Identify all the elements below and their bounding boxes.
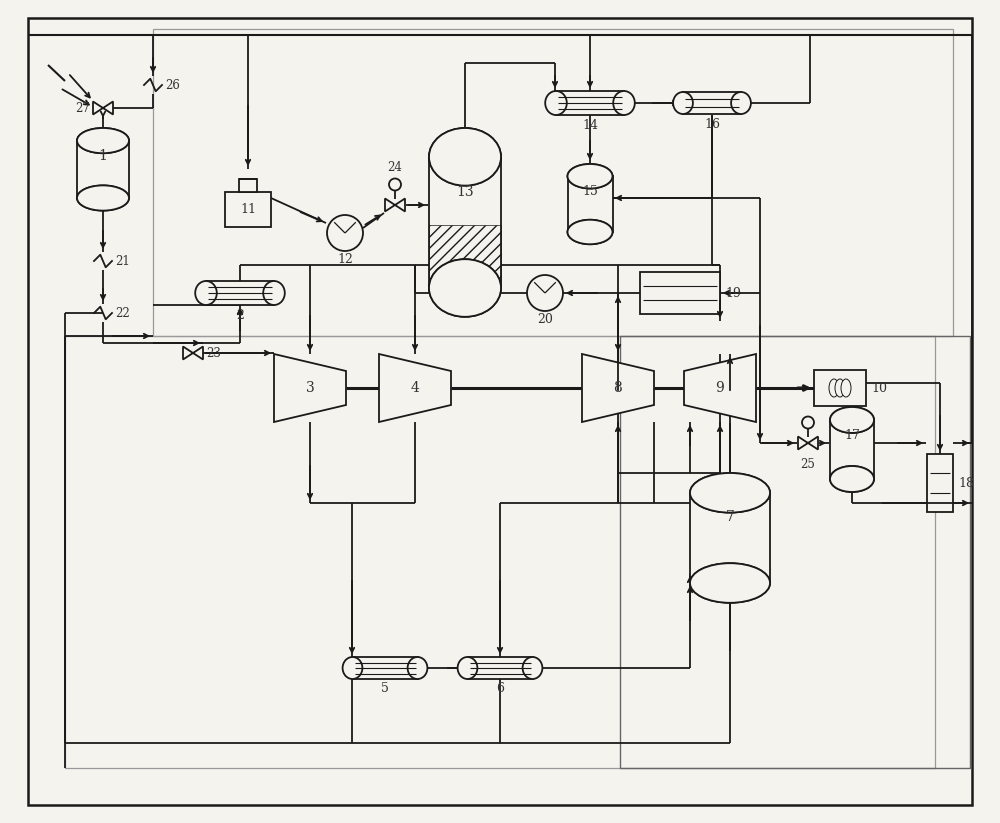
Text: 13: 13: [456, 185, 474, 199]
Text: 26: 26: [165, 78, 180, 91]
Bar: [206, 281, 274, 305]
Polygon shape: [385, 198, 405, 212]
Bar: [620, 336, 970, 768]
Ellipse shape: [830, 466, 874, 492]
Text: 10: 10: [871, 382, 887, 394]
Ellipse shape: [77, 185, 129, 211]
Polygon shape: [93, 101, 113, 114]
Text: 22: 22: [115, 306, 130, 319]
Polygon shape: [798, 436, 818, 449]
Bar: [830, 420, 874, 479]
Ellipse shape: [568, 220, 612, 244]
Text: 24: 24: [388, 160, 402, 174]
Text: 27: 27: [75, 101, 90, 114]
Ellipse shape: [545, 91, 567, 115]
Ellipse shape: [343, 657, 362, 679]
Text: 7: 7: [726, 510, 734, 524]
Text: 2: 2: [236, 309, 244, 322]
Ellipse shape: [690, 563, 770, 602]
Text: 15: 15: [582, 184, 598, 198]
Circle shape: [327, 215, 363, 251]
Ellipse shape: [429, 128, 501, 186]
Bar: [352, 657, 418, 679]
Ellipse shape: [77, 185, 129, 211]
Ellipse shape: [429, 128, 501, 186]
Text: 16: 16: [704, 118, 720, 131]
Bar: [468, 657, 532, 679]
Text: 20: 20: [537, 313, 553, 326]
Ellipse shape: [690, 473, 770, 513]
Bar: [640, 272, 720, 314]
Text: 9: 9: [716, 381, 724, 395]
Text: 11: 11: [240, 203, 256, 216]
Ellipse shape: [841, 379, 851, 397]
Bar: [77, 141, 129, 198]
Polygon shape: [274, 354, 346, 422]
Bar: [65, 336, 935, 768]
Ellipse shape: [408, 657, 427, 679]
Text: 17: 17: [844, 430, 860, 442]
Bar: [429, 225, 501, 288]
Ellipse shape: [77, 128, 129, 153]
Ellipse shape: [731, 92, 751, 114]
Polygon shape: [183, 346, 203, 360]
Circle shape: [527, 275, 563, 311]
Ellipse shape: [690, 563, 770, 602]
Ellipse shape: [830, 407, 874, 433]
Ellipse shape: [429, 259, 501, 317]
Ellipse shape: [77, 128, 129, 153]
Ellipse shape: [263, 281, 285, 305]
Ellipse shape: [829, 379, 839, 397]
Bar: [239, 179, 257, 193]
Ellipse shape: [690, 473, 770, 513]
Ellipse shape: [195, 281, 217, 305]
Bar: [568, 176, 612, 232]
Ellipse shape: [523, 657, 542, 679]
Text: 1: 1: [99, 149, 107, 163]
Bar: [927, 454, 953, 512]
Ellipse shape: [458, 657, 477, 679]
Text: 4: 4: [411, 381, 419, 395]
Ellipse shape: [613, 91, 635, 115]
Text: 23: 23: [206, 346, 221, 360]
Ellipse shape: [429, 259, 501, 317]
Circle shape: [389, 179, 401, 190]
Bar: [556, 91, 624, 115]
Bar: [429, 157, 501, 288]
Text: 12: 12: [337, 253, 353, 266]
Text: 25: 25: [801, 458, 815, 471]
Ellipse shape: [835, 379, 845, 397]
Bar: [153, 29, 953, 336]
Text: 8: 8: [614, 381, 622, 395]
Ellipse shape: [568, 164, 612, 188]
Ellipse shape: [568, 164, 612, 188]
Bar: [683, 92, 741, 114]
Bar: [690, 493, 770, 583]
Text: 5: 5: [381, 682, 389, 695]
Text: 6: 6: [496, 682, 504, 695]
Bar: [814, 370, 866, 406]
Text: 21: 21: [115, 254, 130, 267]
Bar: [225, 193, 271, 227]
Text: 19: 19: [725, 286, 741, 300]
Circle shape: [802, 416, 814, 429]
Polygon shape: [684, 354, 756, 422]
Text: 14: 14: [582, 119, 598, 132]
Ellipse shape: [568, 220, 612, 244]
Polygon shape: [582, 354, 654, 422]
Polygon shape: [379, 354, 451, 422]
Text: 3: 3: [306, 381, 314, 395]
Ellipse shape: [830, 407, 874, 433]
Ellipse shape: [830, 466, 874, 492]
Text: 18: 18: [958, 477, 974, 490]
Ellipse shape: [673, 92, 693, 114]
